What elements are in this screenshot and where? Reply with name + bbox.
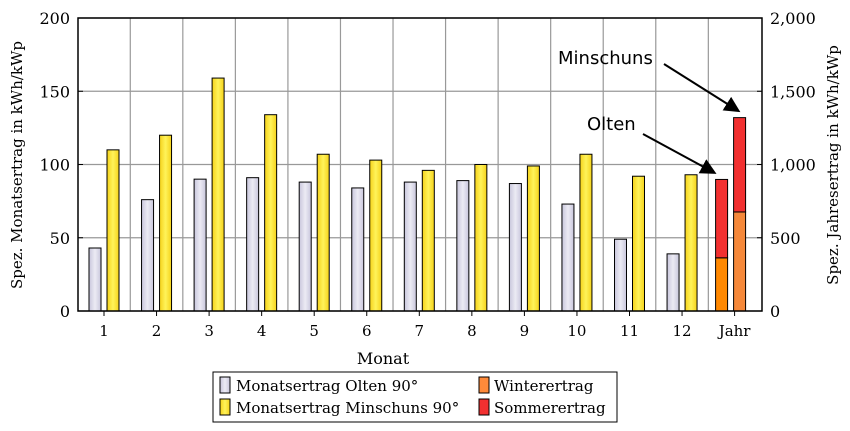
legend-label-minschuns: Monatsertrag Minschuns 90° xyxy=(236,399,459,417)
bar-olten xyxy=(666,253,680,312)
annotation-arrow-minschuns xyxy=(663,63,741,113)
y-tick-label: 200 xyxy=(39,9,70,28)
bar-olten xyxy=(456,180,470,312)
bar-minschuns xyxy=(579,153,593,312)
annotation-olten: Olten xyxy=(587,114,636,135)
bar-minschuns xyxy=(369,159,383,312)
bar-olten xyxy=(508,183,522,312)
bar-olten xyxy=(403,181,417,312)
bar-minschuns xyxy=(106,149,120,312)
bar-minschuns xyxy=(474,164,488,312)
bar-olten xyxy=(88,247,102,312)
bar-winter-olten xyxy=(715,257,729,312)
bar-minschuns xyxy=(159,134,173,312)
y-tick-label: 50 xyxy=(50,229,70,248)
grid-lines xyxy=(78,17,762,312)
legend: Monatsertrag Olten 90° Monatsertrag Mins… xyxy=(212,371,618,423)
x-axis-label: Monat xyxy=(357,349,410,368)
bar-summer-minschuns xyxy=(733,117,747,213)
bar-minschuns xyxy=(632,175,645,312)
y-axis-label: Spez. Monatsertrag in kWh/kWp xyxy=(8,41,26,289)
legend-swatch-winter xyxy=(478,376,490,394)
x-tick-label: 10 xyxy=(567,322,586,340)
x-tick-label: 9 xyxy=(520,322,530,340)
bar-minschuns xyxy=(421,169,435,312)
bar-summer-olten xyxy=(715,178,729,259)
y2-tick-label: 500 xyxy=(770,229,801,248)
x-tick-label: 7 xyxy=(415,322,425,340)
y2-axis-label: Spez. Jahresertrag in kWh/kWp xyxy=(824,45,842,285)
legend-swatch-summer xyxy=(478,398,490,416)
bar-olten xyxy=(246,177,260,312)
bar-minschuns xyxy=(264,114,278,312)
bar-winter-minschuns xyxy=(733,211,747,312)
bar-olten xyxy=(193,178,207,312)
bars xyxy=(88,77,747,312)
legend-swatch-minschuns xyxy=(219,398,231,416)
bar-minschuns xyxy=(211,77,225,312)
annotation-minschuns: Minschuns xyxy=(558,48,653,69)
bar-olten xyxy=(561,203,575,312)
x-tick-label: 12 xyxy=(673,322,692,340)
annotation-arrow-olten xyxy=(642,133,717,174)
x-tick-label: 3 xyxy=(204,322,214,340)
y2-tick-label: 2,000 xyxy=(770,9,816,28)
y2-tick-label: 0 xyxy=(770,302,780,321)
bar-olten xyxy=(351,187,365,312)
bar-minschuns xyxy=(684,174,698,312)
y2-tick-label: 1,000 xyxy=(770,156,816,175)
x-tick-label: 6 xyxy=(362,322,372,340)
legend-label-winter: Winterertrag xyxy=(494,377,594,395)
bar-olten xyxy=(298,181,312,312)
bar-olten xyxy=(614,238,627,312)
x-tick-label: 11 xyxy=(620,322,639,340)
x-tick-label: 4 xyxy=(257,322,267,340)
bar-minschuns xyxy=(526,165,540,312)
y-tick-label: 100 xyxy=(39,156,70,175)
legend-label-summer: Sommerertrag xyxy=(494,399,606,417)
bar-olten xyxy=(141,199,155,312)
bar-minschuns xyxy=(316,153,330,312)
legend-label-olten: Monatsertrag Olten 90° xyxy=(236,377,418,395)
y-tick-label: 0 xyxy=(60,302,70,321)
x-tick-label: 8 xyxy=(467,322,477,340)
x-tick-label: 5 xyxy=(309,322,319,340)
x-tick-label: 2 xyxy=(152,322,162,340)
y-tick-label: 150 xyxy=(39,82,70,101)
x-tick-label: 1 xyxy=(99,322,109,340)
y2-tick-label: 1,500 xyxy=(770,82,816,101)
legend-swatch-olten xyxy=(219,376,231,394)
x-tick-label: Jahr xyxy=(717,322,752,340)
